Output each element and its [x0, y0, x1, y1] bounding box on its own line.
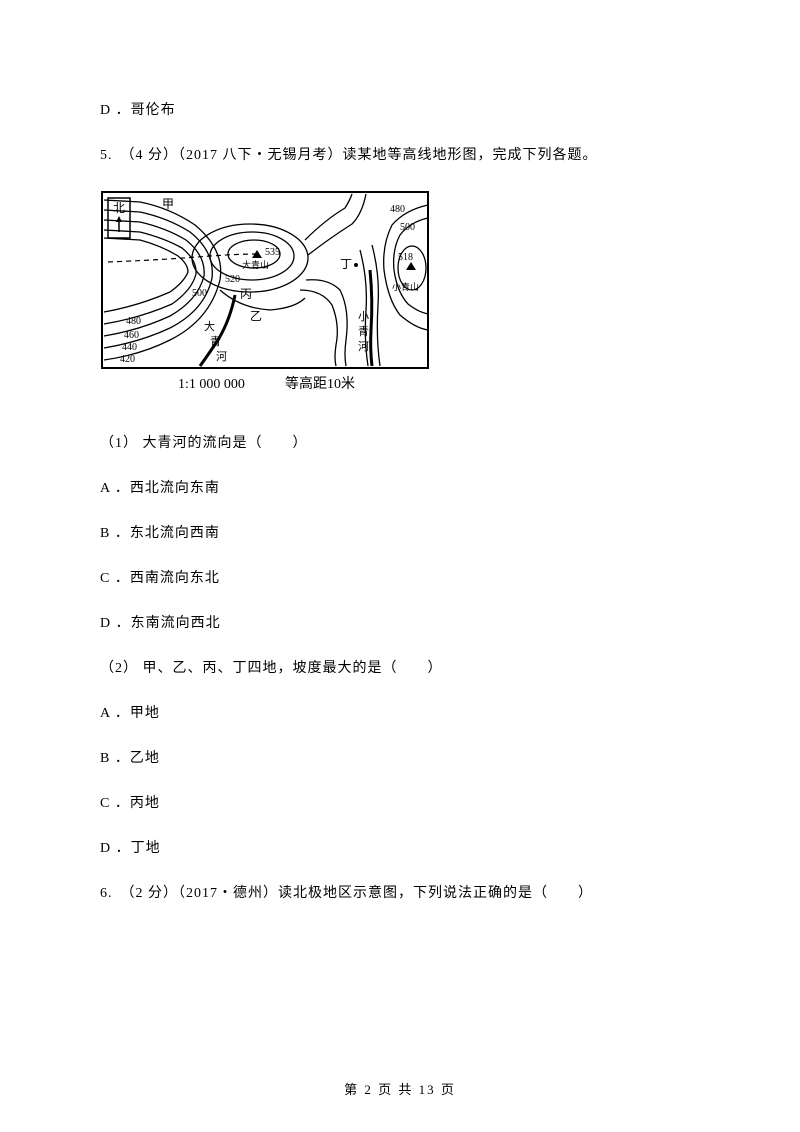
contour-480-r: 480 — [390, 204, 405, 215]
contour-520: 520 — [225, 274, 240, 285]
q5-sub1-c: C ．西南流向东北 — [100, 568, 700, 589]
q5-sub2-stem: （2） 甲、乙、丙、丁四地，坡度最大的是（ ） — [100, 658, 700, 679]
contour-460: 460 — [124, 330, 139, 341]
q5-sub2-b: B ．乙地 — [100, 748, 700, 769]
label-xq3: 河 — [358, 340, 369, 353]
label-daqingshan: 大青山 — [242, 259, 269, 270]
peak-535: 535 — [265, 247, 280, 258]
label-xq1: 小 — [358, 310, 369, 323]
q5-sub2-c: C ．丙地 — [100, 793, 700, 814]
label-da2: 青 — [210, 335, 221, 348]
contour-map-figure: 北 — [100, 190, 700, 405]
q5-stem: 5. （4 分）（2017 八下・无锡月考）读某地等高线地形图，完成下列各题。 — [100, 145, 700, 166]
label-jia: 甲 — [162, 197, 174, 211]
label-da3: 河 — [216, 350, 227, 363]
label-ding: 丁 — [340, 257, 352, 271]
q5-sub1-a: A ．西北流向东南 — [100, 478, 700, 499]
label-xq2: 青 — [358, 325, 369, 338]
contour-500-r: 500 — [400, 222, 415, 233]
label-bing: 丙 — [240, 287, 252, 301]
q5-sub2-a: A ．甲地 — [100, 703, 700, 724]
label-yi: 乙 — [250, 309, 262, 323]
peak-518: 518 — [398, 252, 413, 263]
contour-480: 480 — [126, 316, 141, 327]
scale-label: 1:1 000 000 — [178, 377, 245, 392]
contour-svg: 北 — [100, 190, 430, 405]
interval-label: 等高距10米 — [285, 375, 355, 392]
q5-sub2-d: D ．丁地 — [100, 838, 700, 859]
contour-420: 420 — [120, 354, 135, 365]
label-xiaoqingshan: 小青山 — [392, 281, 419, 292]
contour-440: 440 — [122, 342, 137, 353]
q6-stem: 6. （2 分）（2017・德州）读北极地区示意图，下列说法正确的是（ ） — [100, 883, 700, 904]
north-label: 北 — [113, 201, 125, 215]
contour-500: 500 — [192, 288, 207, 299]
q5-sub1-d: D ．东南流向西北 — [100, 613, 700, 634]
prev-option-d: D ．哥伦布 — [100, 100, 700, 121]
label-da1: 大 — [204, 319, 215, 333]
q5-sub1-stem: （1） 大青河的流向是（ ） — [100, 433, 700, 454]
page-footer: 第 2 页 共 13 页 — [0, 1079, 800, 1098]
q5-sub1-b: B ．东北流向西南 — [100, 523, 700, 544]
